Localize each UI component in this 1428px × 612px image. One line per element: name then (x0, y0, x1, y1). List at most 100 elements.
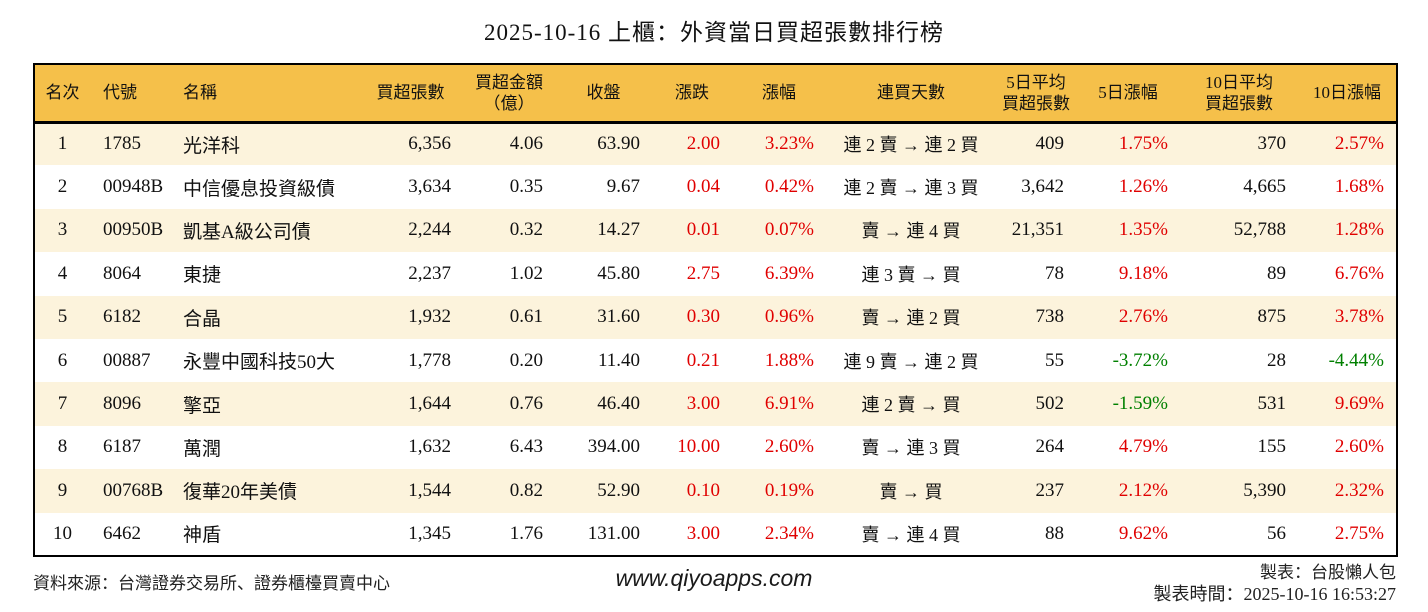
cell-streak: 賣 → 連 2 買 (861, 308, 961, 329)
cell-change-pct: 6.39% (764, 262, 814, 284)
cell-name: 東捷 (183, 265, 222, 287)
cell-avg5: 264 (1035, 436, 1065, 458)
col-header-label: 名稱 (183, 83, 217, 103)
cell-close: 14.27 (597, 219, 640, 241)
cell-code: 8064 (103, 262, 141, 284)
cell-name: 合晶 (183, 308, 222, 330)
cell-pct5: 9.18% (1118, 262, 1168, 284)
cell-rank: 6 (57, 349, 68, 371)
cell-pct10: 2.32% (1334, 479, 1384, 501)
cell-close: 45.80 (597, 262, 640, 284)
cell-amount: 0.61 (509, 306, 543, 328)
cell-amount: 6.43 (509, 436, 543, 458)
cell-streak: 連 2 賣 → 連 3 買 (843, 178, 979, 199)
cell-avg10: 370 (1257, 133, 1287, 155)
cell-net-buy: 1,345 (408, 522, 451, 544)
cell-pct10: 3.78% (1334, 306, 1384, 328)
col-header-label: 10日漲幅 (1313, 83, 1381, 103)
page-title: 2025-10-16 上櫃：外資當日買超張數排行榜 (483, 20, 945, 45)
cell-pct10: 9.69% (1334, 393, 1384, 415)
cell-name: 永豐中國科技50大 (183, 352, 336, 374)
credit-timestamp: 製表時間：2025-10-16 16:53:27 (1153, 584, 1397, 604)
cell-amount: 4.06 (509, 133, 543, 155)
cell-net-buy: 1,932 (408, 306, 451, 328)
cell-net-buy: 2,244 (408, 219, 451, 241)
cell-pct10: -4.44% (1328, 349, 1384, 371)
table-row: 9 00768B 復華20年美債 1,544 0.82 52.90 0.10 0.19% 賣 →… (34, 469, 1397, 513)
cell-change-pct: 2.60% (764, 436, 814, 458)
cell-avg5: 55 (1045, 349, 1064, 371)
cell-rank: 10 (53, 522, 72, 544)
table-row: 10 6462 神盾 1,345 1.76 131.00 3.00 2.34% 賣 → 連 4 … (34, 512, 1397, 556)
col-header-avg10: 10日平均 買超張數 (1180, 64, 1298, 122)
col-header-label: 代號 (103, 83, 137, 103)
cell-change-pct: 0.19% (764, 479, 814, 501)
cell-name: 凱基A級公司債 (183, 221, 311, 243)
col-header-streak: 連買天數 (826, 64, 996, 122)
cell-amount: 0.35 (509, 176, 543, 198)
cell-streak: 連 2 賣 → 連 2 買 (843, 135, 979, 156)
cell-change-pct: 3.23% (764, 133, 814, 155)
col-header-label: 5日漲幅 (1098, 83, 1158, 103)
table-body: 1 1785 光洋科 6,356 4.06 63.90 2.00 3.23% 連 2 賣 → 連… (34, 122, 1397, 556)
cell-avg5: 88 (1045, 522, 1064, 544)
col-header-label: 買超金額 (475, 72, 543, 92)
table-row: 8 6187 萬潤 1,632 6.43 394.00 10.00 2.60% 賣 → 連 3 … (34, 425, 1397, 470)
col-header-pct10: 10日漲幅 (1298, 64, 1397, 122)
cell-net-buy: 6,356 (408, 133, 451, 155)
cell-net-buy: 1,544 (408, 479, 451, 501)
cell-amount: 0.82 (509, 479, 543, 501)
cell-change: 2.75 (686, 262, 720, 284)
cell-change-pct: 0.07% (764, 219, 814, 241)
cell-streak: 賣 → 買 (879, 481, 943, 502)
table-row: 4 8064 東捷 2,237 1.02 45.80 2.75 6.39% 連 3 賣 → 買 7… (34, 252, 1397, 296)
cell-change: 0.04 (686, 176, 720, 198)
cell-streak: 連 9 賣 → 連 2 買 (843, 351, 979, 372)
cell-net-buy: 3,634 (408, 176, 451, 198)
cell-net-buy: 1,778 (408, 349, 451, 371)
cell-rank: 4 (57, 262, 68, 284)
cell-pct5: 2.76% (1118, 306, 1168, 328)
cell-code: 6182 (103, 306, 141, 328)
cell-streak: 賣 → 連 4 買 (861, 221, 961, 242)
cell-change-pct: 0.42% (764, 176, 814, 198)
cell-change: 2.00 (686, 133, 720, 155)
cell-avg5: 237 (1035, 479, 1065, 501)
col-header-label: 漲幅 (762, 83, 796, 103)
cell-avg10: 28 (1267, 349, 1286, 371)
cell-amount: 1.02 (509, 262, 543, 284)
cell-code: 6187 (103, 436, 141, 458)
table-header: 名次 代號 名稱 買超張數 買超金額 （億） 收盤 漲跌 漲幅 連買天數 5日平均 買超張數 5日漲幅 1… (34, 64, 1397, 122)
col-header-avg5: 5日平均 買超張數 (996, 64, 1076, 122)
cell-change-pct: 6.91% (764, 393, 814, 415)
cell-change: 10.00 (677, 436, 720, 458)
cell-change: 3.00 (686, 522, 720, 544)
cell-pct10: 2.57% (1334, 133, 1384, 155)
cell-avg5: 738 (1035, 306, 1065, 328)
cell-close: 131.00 (587, 522, 640, 544)
cell-change: 0.10 (686, 479, 720, 501)
table-row: 2 00948B 中信優息投資級債 3,634 0.35 9.67 0.04 0.42% 連 2… (34, 165, 1397, 209)
cell-pct10: 1.68% (1334, 176, 1384, 198)
watermark-url: www.qiyoapps.com (615, 565, 813, 591)
cell-change: 0.30 (686, 306, 720, 328)
cell-name: 萬潤 (183, 438, 222, 460)
cell-net-buy: 2,237 (408, 262, 451, 284)
col-header-label: 買超張數 (376, 83, 445, 103)
col-header-name: 名稱 (170, 64, 358, 122)
col-header-label: 漲跌 (675, 83, 709, 103)
cell-change-pct: 0.96% (764, 306, 814, 328)
cell-pct5: 1.75% (1118, 133, 1168, 155)
header-row: 名次 代號 名稱 買超張數 買超金額 （億） 收盤 漲跌 漲幅 連買天數 5日平均 買超張數 5日漲幅 1… (34, 64, 1397, 122)
cell-change: 0.21 (686, 349, 720, 371)
cell-close: 63.90 (597, 133, 640, 155)
cell-rank: 2 (57, 176, 68, 198)
cell-code: 1785 (103, 133, 141, 155)
cell-amount: 0.76 (509, 393, 543, 415)
cell-streak: 連 2 賣 → 買 (861, 395, 961, 416)
cell-name: 光洋科 (183, 135, 241, 157)
cell-close: 52.90 (597, 479, 640, 501)
cell-amount: 1.76 (509, 522, 543, 544)
cell-pct5: -1.59% (1112, 393, 1168, 415)
cell-pct5: 4.79% (1118, 436, 1168, 458)
